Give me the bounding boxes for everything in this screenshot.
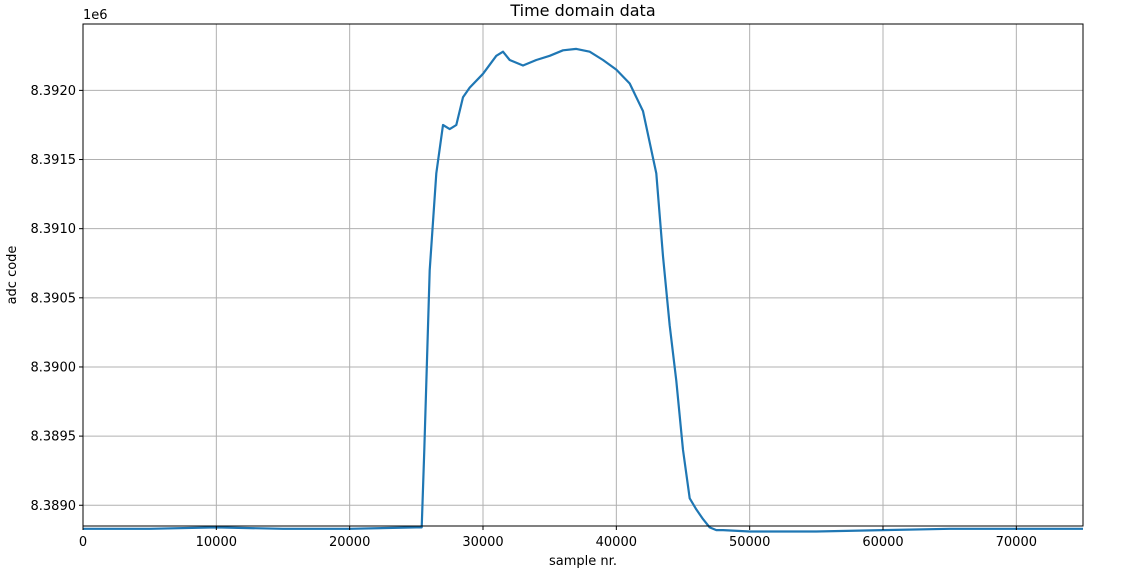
x-axis-label: sample nr. — [549, 554, 617, 569]
y-tick-label: 8.3905 — [31, 291, 77, 306]
series-line — [83, 47, 1083, 533]
x-tick-label: 10000 — [196, 535, 237, 550]
x-axis-ticks: 0 10000 20000 30000 40000 50000 60000 70000 — [79, 526, 1037, 550]
x-tick-label: 20000 — [329, 535, 370, 550]
y-tick-label: 8.3895 — [31, 430, 77, 445]
y-tick-label: 8.3910 — [31, 222, 77, 237]
plot-frame — [82, 23, 1084, 527]
y-tick-label: 8.3920 — [31, 84, 77, 99]
y-axis-ticks: 8.3890 8.3895 8.3900 8.3905 8.3910 8.3915 8.39… — [31, 84, 83, 514]
x-tick-label: 60000 — [862, 535, 903, 550]
grid-lines — [82, 24, 1083, 526]
y-tick-label: 8.3900 — [31, 360, 77, 375]
chart-title: Time domain data — [509, 1, 655, 20]
y-tick-label: 8.3915 — [31, 153, 77, 168]
y-tick-label: 8.3890 — [31, 499, 77, 514]
x-tick-label: 30000 — [462, 535, 503, 550]
x-tick-label: 70000 — [996, 535, 1037, 550]
x-tick-label: 40000 — [596, 535, 637, 550]
x-tick-label: 0 — [79, 535, 87, 550]
y-axis-label: adc code — [5, 246, 20, 305]
y-offset-label: 1e6 — [83, 8, 108, 23]
x-tick-label: 50000 — [729, 535, 770, 550]
